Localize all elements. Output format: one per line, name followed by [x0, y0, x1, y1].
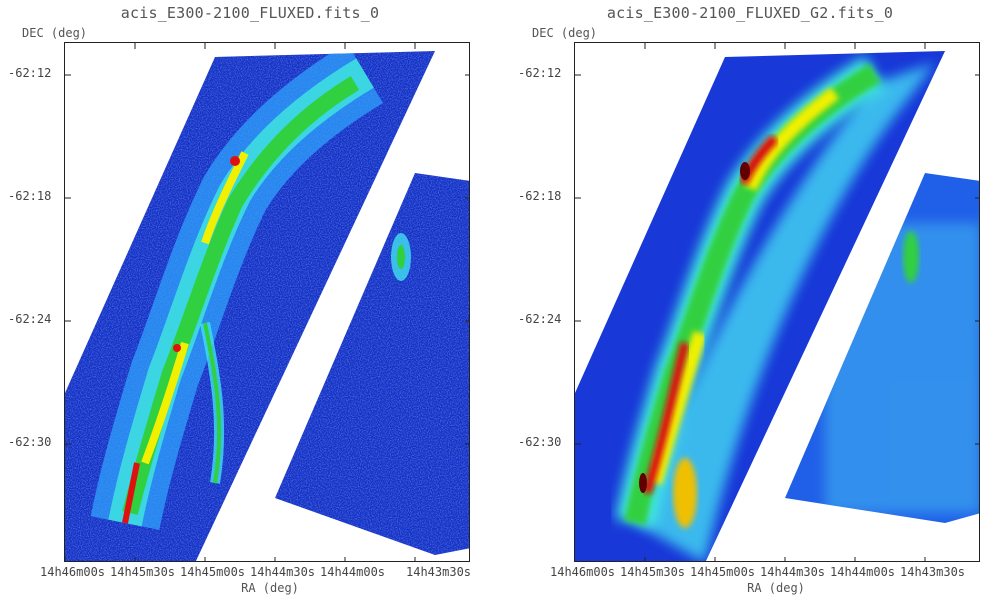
y-tick-label: -62:18 [8, 189, 52, 203]
y-tick-label: -62:12 [8, 66, 52, 80]
x-tick-label: 14h45m30s [110, 565, 176, 579]
x-tick-label: 14h43m30s [900, 565, 966, 579]
panel-title: acis_E300-2100_FLUXED_G2.fits_0 [606, 4, 894, 22]
x-tick-label: 14h44m00s [830, 565, 896, 579]
fits-image-raw [65, 43, 469, 561]
y-axis-label: DEC (deg) [22, 26, 88, 40]
panel-title: acis_E300-2100_FLUXED.fits_0 [120, 4, 380, 22]
y-tick-label: -62:30 [518, 435, 562, 449]
y-tick-label: -62:24 [518, 312, 562, 326]
fits-image-smoothed [575, 43, 979, 561]
y-tick-label: -62:30 [8, 435, 52, 449]
x-tick-label: 14h43m30s [406, 565, 472, 579]
x-tick-label: 14h45m00s [180, 565, 246, 579]
image-plot[interactable] [64, 42, 470, 562]
x-axis-label: RA (deg) [241, 581, 299, 595]
x-tick-label: 14h46m00s [40, 565, 106, 579]
x-tick-label: 14h46m00s [550, 565, 616, 579]
panel-right: acis_E300-2100_FLUXED_G2.fits_0 DEC (deg… [500, 0, 1000, 603]
y-tick-label: -62:24 [8, 312, 52, 326]
image-plot[interactable] [574, 42, 980, 562]
x-tick-label: 14h44m00s [320, 565, 386, 579]
y-axis-label: DEC (deg) [532, 26, 598, 40]
y-tick-label: -62:18 [518, 189, 562, 203]
x-tick-label: 14h44m30s [250, 565, 316, 579]
x-tick-label: 14h45m30s [620, 565, 686, 579]
y-tick-label: -62:12 [518, 66, 562, 80]
panel-left: acis_E300-2100_FLUXED.fits_0 DEC (deg) [8, 4, 472, 595]
x-tick-label: 14h44m30s [760, 565, 826, 579]
x-axis-label: RA (deg) [747, 581, 805, 595]
x-tick-label: 14h45m00s [690, 565, 756, 579]
